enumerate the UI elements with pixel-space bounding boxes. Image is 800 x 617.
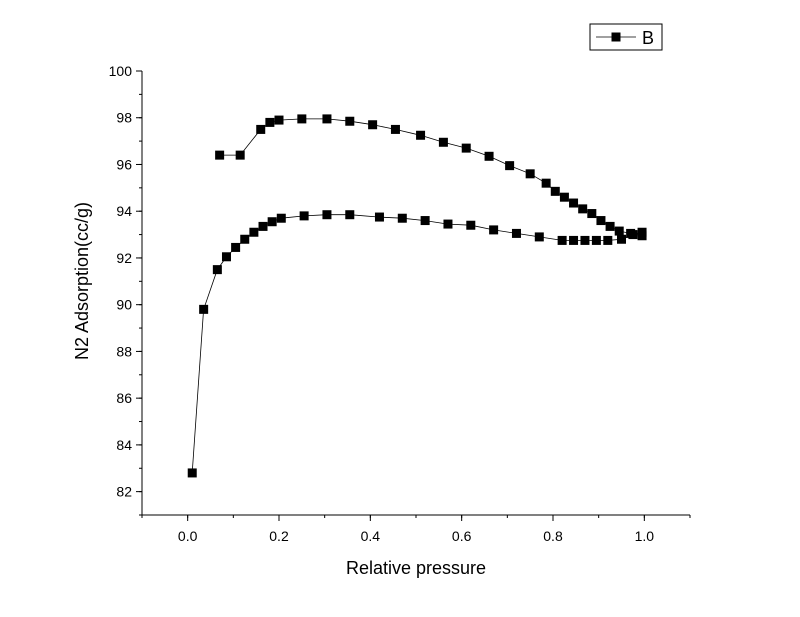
desorption-point [438, 137, 448, 147]
legend-label: B [642, 28, 654, 48]
desorption-point [345, 116, 355, 126]
adsorption-point [557, 235, 567, 245]
desorption-point [368, 120, 378, 130]
adsorption-point [299, 211, 309, 221]
x-tick-label: 0.8 [543, 528, 563, 544]
adsorption-point [240, 234, 250, 244]
adsorption-point [199, 304, 209, 314]
desorption-point [550, 186, 560, 196]
y-tick-label: 94 [116, 203, 132, 219]
adsorption-point [212, 265, 222, 275]
desorption-point [525, 169, 535, 179]
adsorption-point [258, 221, 268, 231]
x-tick-label: 0.0 [178, 528, 198, 544]
desorption-point [559, 192, 569, 202]
desorption-point [274, 115, 284, 125]
adsorption-point [489, 225, 499, 235]
adsorption-point [187, 468, 197, 478]
adsorption-point [466, 220, 476, 230]
desorption-point [235, 150, 245, 160]
y-tick-label: 86 [116, 390, 132, 406]
x-tick-label: 1.0 [635, 528, 655, 544]
desorption-point [297, 114, 307, 124]
desorption-point [484, 151, 494, 161]
y-tick-label: 82 [116, 484, 132, 500]
desorption-point [390, 124, 400, 134]
desorption-point [596, 216, 606, 226]
desorption-point [569, 198, 579, 208]
adsorption-point [569, 235, 579, 245]
adsorption-point [322, 210, 332, 220]
adsorption-point [591, 235, 601, 245]
y-tick-label: 88 [116, 343, 132, 359]
adsorption-point [603, 235, 613, 245]
y-tick-label: 92 [116, 250, 132, 266]
desorption-point [256, 124, 266, 134]
y-tick-label: 96 [116, 156, 132, 172]
desorption-point [614, 226, 624, 236]
adsorption-point [580, 235, 590, 245]
desorption-point [605, 221, 615, 231]
x-tick-label: 0.2 [269, 528, 289, 544]
x-axis-title: Relative pressure [346, 558, 486, 578]
desorption-point [215, 150, 225, 160]
adsorption-line [191, 214, 643, 473]
y-tick-label: 90 [116, 297, 132, 313]
desorption-point [578, 204, 588, 214]
desorption-point [416, 130, 426, 140]
adsorption-point [617, 234, 626, 244]
y-tick-label: 84 [116, 437, 132, 453]
desorption-point [541, 178, 551, 188]
x-tick-label: 0.4 [361, 528, 381, 544]
adsorption-point [345, 210, 355, 220]
legend: B [589, 23, 663, 51]
adsorption-point [443, 219, 453, 229]
adsorption-point [511, 228, 521, 238]
series-layer [187, 114, 647, 478]
adsorption-point [267, 217, 277, 227]
axes: 0.0 0.2 0.4 0.6 0.8 1.0 82 84 86 88 90 92 94 96 98 100 [109, 63, 691, 544]
legend-marker [611, 32, 621, 42]
x-tick-label: 0.6 [452, 528, 472, 544]
adsorption-point [420, 216, 430, 226]
desorption-point [587, 209, 597, 219]
desorption-point [461, 143, 471, 153]
desorption-point [322, 114, 332, 124]
adsorption-point [374, 212, 384, 222]
adsorption-point [397, 213, 407, 223]
adsorption-point [534, 232, 544, 242]
desorption-point [637, 231, 647, 241]
desorption-point [265, 117, 275, 127]
adsorption-point [249, 227, 259, 237]
adsorption-point [231, 242, 241, 252]
desorption-point [626, 228, 636, 238]
y-tick-label: 98 [116, 110, 132, 126]
desorption-point [505, 161, 515, 171]
adsorption-point [221, 252, 231, 262]
y-tick-label: 100 [109, 63, 133, 79]
y-axis-title: N2 Adsorption(cc/g) [72, 202, 92, 360]
adsorption-point [276, 213, 286, 223]
